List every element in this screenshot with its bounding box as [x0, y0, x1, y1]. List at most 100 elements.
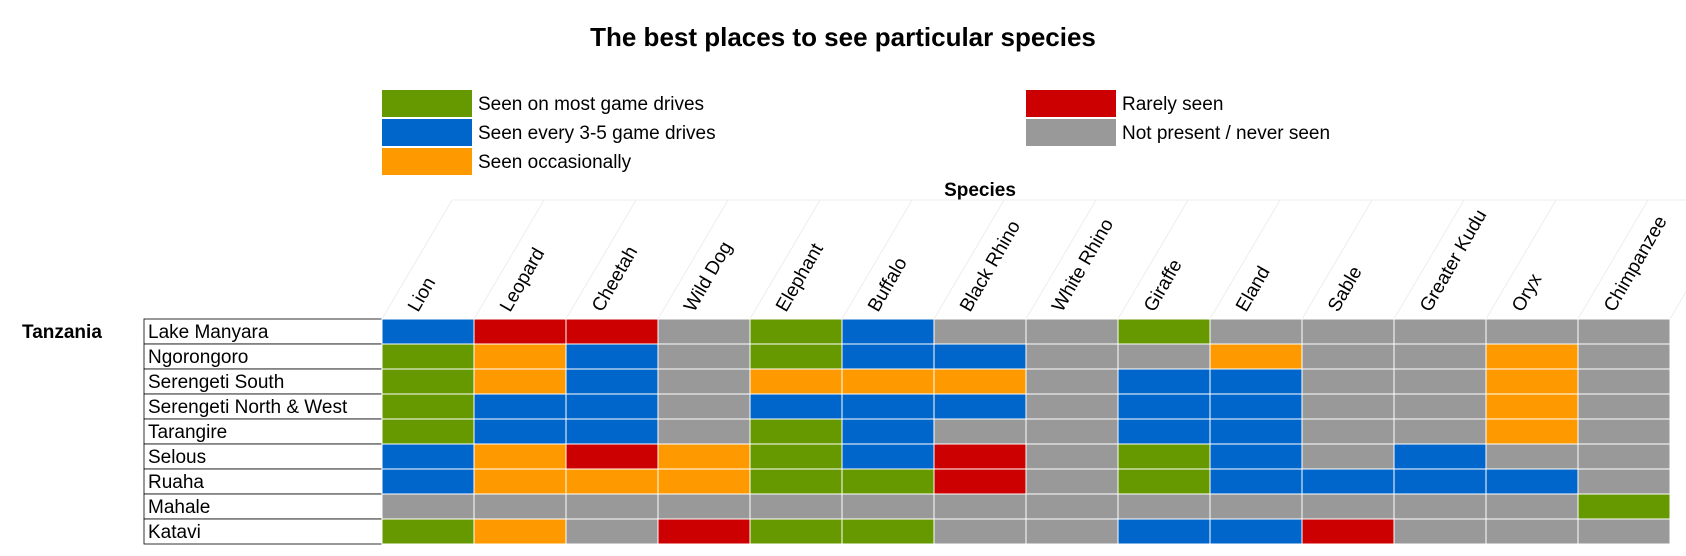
cell-lake-manyara-elephant — [749, 318, 843, 345]
cell-mahale-white-rhino — [1025, 493, 1119, 520]
cell-tarangire-cheetah — [565, 418, 659, 445]
cell-lake-manyara-black-rhino — [933, 318, 1027, 345]
cell-lake-manyara-oryx — [1485, 318, 1579, 345]
row-label-mahale: Mahale — [148, 497, 210, 518]
row-label-ngorongoro: Ngorongoro — [148, 347, 248, 368]
cell-lake-manyara-buffalo — [841, 318, 935, 345]
cell-tarangire-giraffe — [1117, 418, 1211, 445]
cell-serengeti-south-cheetah — [565, 368, 659, 395]
cell-mahale-greater-kudu — [1393, 493, 1487, 520]
cell-tarangire-elephant — [749, 418, 843, 445]
cell-serengeti-south-wild-dog — [657, 368, 751, 395]
cell-mahale-black-rhino — [933, 493, 1027, 520]
cell-selous-buffalo — [841, 443, 935, 470]
legend-swatch-every — [382, 119, 472, 146]
cell-serengeti-north-and-west-white-rhino — [1025, 393, 1119, 420]
cell-ngorongoro-chimpanzee — [1577, 343, 1671, 370]
cell-selous-chimpanzee — [1577, 443, 1671, 470]
cell-selous-greater-kudu — [1393, 443, 1487, 470]
cell-ruaha-cheetah — [565, 468, 659, 495]
cell-serengeti-south-leopard — [473, 368, 567, 395]
column-label-cheetah: Cheetah — [588, 243, 642, 316]
cell-ngorongoro-eland — [1209, 343, 1303, 370]
row-label-ruaha: Ruaha — [148, 472, 204, 493]
cell-selous-oryx — [1485, 443, 1579, 470]
cell-serengeti-south-oryx — [1485, 368, 1579, 395]
legend-swatch-none — [1026, 119, 1116, 146]
cell-ngorongoro-sable — [1301, 343, 1395, 370]
cell-ruaha-wild-dog — [657, 468, 751, 495]
cell-serengeti-north-and-west-giraffe — [1117, 393, 1211, 420]
cell-ngorongoro-lion — [381, 343, 475, 370]
cell-mahale-wild-dog — [657, 493, 751, 520]
column-label-greater-kudu: Greater Kudu — [1416, 206, 1491, 315]
cell-ngorongoro-oryx — [1485, 343, 1579, 370]
cell-serengeti-north-and-west-greater-kudu — [1393, 393, 1487, 420]
cell-lake-manyara-greater-kudu — [1393, 318, 1487, 345]
cell-katavi-greater-kudu — [1393, 518, 1487, 545]
cell-ruaha-sable — [1301, 468, 1395, 495]
legend-label-most: Seen on most game drives — [478, 94, 704, 115]
cell-ngorongoro-greater-kudu — [1393, 343, 1487, 370]
cell-ngorongoro-cheetah — [565, 343, 659, 370]
cell-serengeti-north-and-west-eland — [1209, 393, 1303, 420]
header-line — [1485, 199, 1557, 320]
cell-katavi-black-rhino — [933, 518, 1027, 545]
cell-tarangire-sable — [1301, 418, 1395, 445]
row-label-selous: Selous — [148, 447, 206, 468]
cell-lake-manyara-white-rhino — [1025, 318, 1119, 345]
cell-lake-manyara-giraffe — [1117, 318, 1211, 345]
cell-serengeti-north-and-west-black-rhino — [933, 393, 1027, 420]
cell-lake-manyara-cheetah — [565, 318, 659, 345]
header-line — [841, 199, 913, 320]
legend-swatch-occasional — [382, 148, 472, 175]
column-label-white-rhino: White Rhino — [1048, 215, 1118, 315]
cell-serengeti-north-and-west-elephant — [749, 393, 843, 420]
cell-ruaha-chimpanzee — [1577, 468, 1671, 495]
row-label-box — [143, 418, 383, 445]
cell-serengeti-south-buffalo — [841, 368, 935, 395]
cell-selous-lion — [381, 443, 475, 470]
cell-ruaha-oryx — [1485, 468, 1579, 495]
cell-tarangire-lion — [381, 418, 475, 445]
cell-serengeti-south-sable — [1301, 368, 1395, 395]
cell-serengeti-north-and-west-oryx — [1485, 393, 1579, 420]
legend: Seen on most game drives Seen every 3-5 g… — [382, 90, 1330, 175]
cell-ruaha-white-rhino — [1025, 468, 1119, 495]
cell-ngorongoro-buffalo — [841, 343, 935, 370]
cell-serengeti-north-and-west-cheetah — [565, 393, 659, 420]
cell-serengeti-north-and-west-lion — [381, 393, 475, 420]
cell-tarangire-chimpanzee — [1577, 418, 1671, 445]
header-line — [1025, 199, 1097, 320]
cell-lake-manyara-wild-dog — [657, 318, 751, 345]
cell-serengeti-south-eland — [1209, 368, 1303, 395]
legend-label-every: Seen every 3-5 game drives — [478, 123, 716, 144]
cell-lake-manyara-sable — [1301, 318, 1395, 345]
cell-katavi-wild-dog — [657, 518, 751, 545]
cell-selous-wild-dog — [657, 443, 751, 470]
cell-serengeti-south-black-rhino — [933, 368, 1027, 395]
cell-katavi-sable — [1301, 518, 1395, 545]
cell-ruaha-elephant — [749, 468, 843, 495]
cell-serengeti-south-white-rhino — [1025, 368, 1119, 395]
header-line — [1301, 199, 1373, 320]
column-label-buffalo: Buffalo — [864, 254, 912, 315]
cell-serengeti-south-lion — [381, 368, 475, 395]
cell-katavi-buffalo — [841, 518, 935, 545]
cell-mahale-chimpanzee — [1577, 493, 1671, 520]
cell-serengeti-south-giraffe — [1117, 368, 1211, 395]
legend-swatch-most — [382, 90, 472, 117]
row-label-tarangire: Tarangire — [148, 422, 227, 443]
header-line — [1209, 199, 1281, 320]
cell-serengeti-north-and-west-leopard — [473, 393, 567, 420]
chart-title: The best places to see particular specie… — [590, 22, 1096, 52]
cell-selous-black-rhino — [933, 443, 1027, 470]
cell-katavi-eland — [1209, 518, 1303, 545]
cell-mahale-cheetah — [565, 493, 659, 520]
cell-katavi-elephant — [749, 518, 843, 545]
cell-ngorongoro-giraffe — [1117, 343, 1211, 370]
cell-serengeti-south-chimpanzee — [1577, 368, 1671, 395]
cell-tarangire-buffalo — [841, 418, 935, 445]
cell-mahale-leopard — [473, 493, 567, 520]
